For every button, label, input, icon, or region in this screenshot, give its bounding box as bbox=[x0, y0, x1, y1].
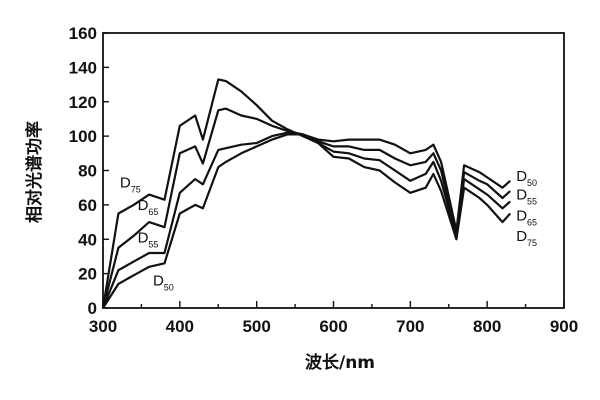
series-label-left-d50: D50 bbox=[153, 273, 174, 293]
series-label-left-d65: D65 bbox=[138, 197, 159, 217]
x-tick-label: 400 bbox=[166, 317, 194, 336]
y-tick-label: 140 bbox=[69, 58, 97, 77]
x-axis: 300 400 500 600 700 800 900 bbox=[89, 301, 578, 336]
y-axis-title: 相对光谱功率 bbox=[24, 121, 45, 223]
series-lines bbox=[101, 78, 512, 309]
x-tick-label: 700 bbox=[396, 317, 424, 336]
y-tick-label: 0 bbox=[88, 299, 97, 318]
x-tick-label: 300 bbox=[89, 317, 117, 336]
plot-frame bbox=[102, 32, 565, 309]
plot-border bbox=[102, 32, 565, 309]
series-line-d50 bbox=[102, 133, 511, 309]
x-axis-title: 波长/nm bbox=[305, 352, 375, 373]
y-tick-label: 100 bbox=[69, 127, 97, 146]
series-line-d55 bbox=[101, 131, 511, 309]
series-label-right-d65: D65 bbox=[516, 207, 537, 227]
series-line-d65 bbox=[101, 107, 511, 309]
series-label-right-d55: D55 bbox=[516, 187, 537, 207]
y-axis: 0 20 40 60 80 100 120 140 160 bbox=[69, 24, 109, 318]
y-tick-label: 40 bbox=[78, 230, 97, 249]
y-tick-label: 80 bbox=[78, 162, 97, 181]
y-tick-label: 120 bbox=[69, 93, 97, 112]
y-tick-label: 60 bbox=[78, 196, 97, 215]
series-label-left-d55: D55 bbox=[138, 230, 159, 250]
y-tick-label: 160 bbox=[69, 24, 97, 43]
series-label-right-d50: D50 bbox=[516, 168, 537, 188]
series-label-right-d75: D75 bbox=[516, 228, 537, 248]
x-tick-label: 800 bbox=[473, 317, 501, 336]
series-label-left-d75: D75 bbox=[120, 175, 141, 195]
y-tick-label: 20 bbox=[78, 265, 97, 284]
x-tick-label: 500 bbox=[242, 317, 270, 336]
x-tick-label: 900 bbox=[550, 317, 578, 336]
x-tick-label: 600 bbox=[319, 317, 347, 336]
